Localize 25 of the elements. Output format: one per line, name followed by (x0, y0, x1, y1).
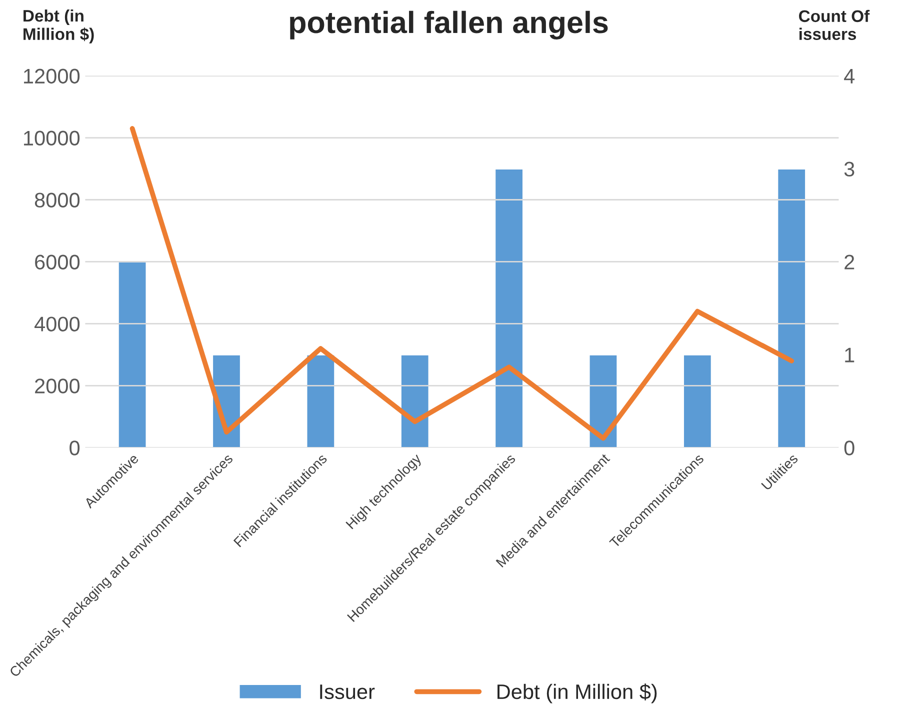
y-tick-label: 12000 (24, 68, 80, 84)
y-tick-label: 8000 (34, 192, 80, 208)
y-tick-label: 6000 (35, 254, 80, 270)
line-series (130, 126, 794, 441)
y-tick-label: 10000 (24, 130, 80, 146)
y2-tick-label: 0 (844, 440, 854, 456)
y-tick-label: 2000 (35, 378, 80, 394)
legend-label: Debt (in Million $) (498, 684, 657, 704)
y-axis-title: Debt (in Million $) (24, 9, 94, 44)
bar (494, 168, 524, 448)
bar (776, 168, 806, 448)
bar (306, 354, 336, 448)
y-tick-label: 4000 (34, 316, 80, 332)
bar (682, 354, 712, 448)
chart-title: potential fallen angels (290, 10, 608, 40)
y2-tick-label: 3 (844, 162, 854, 177)
y2-tick-label: 4 (844, 69, 855, 84)
y2-tick-label: 2 (844, 254, 854, 270)
y-tick-label: 0 (70, 440, 80, 456)
bar (400, 354, 430, 448)
legend-label: Issuer (320, 684, 375, 700)
bar (117, 261, 148, 448)
bar (588, 354, 618, 448)
y2-tick-label: 1 (845, 348, 854, 362)
y2-axis-title: Count Of issuers (799, 10, 870, 40)
